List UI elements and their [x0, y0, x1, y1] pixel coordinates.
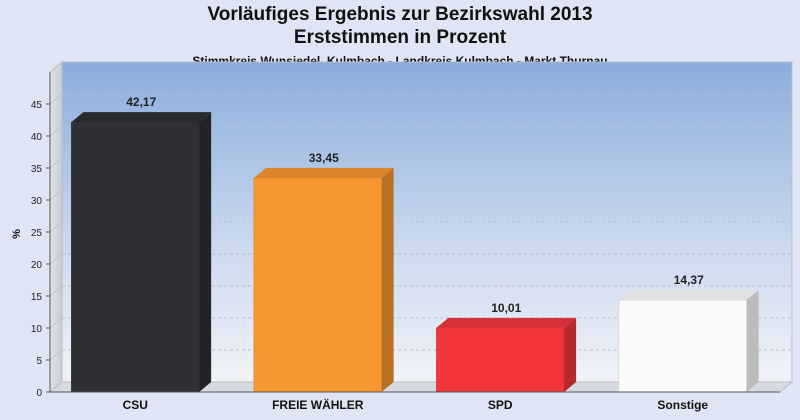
y-axis-label: % — [11, 229, 23, 239]
x-tick-label: FREIE WÄHLER — [272, 397, 364, 412]
bar-sonstige: 14,37 — [618, 273, 759, 393]
gridline-side — [49, 349, 63, 361]
gridline-side — [49, 125, 63, 137]
y-tick-label: 45 — [31, 100, 43, 111]
bar-side — [746, 290, 759, 392]
bar-freie-w-hler: 33,45 — [253, 151, 394, 393]
y-tick-label: 0 — [36, 388, 42, 399]
bar-front — [71, 121, 200, 393]
gridline-side — [49, 189, 63, 201]
gridline-side — [49, 253, 63, 265]
bar-side — [381, 167, 394, 392]
x-tick-label: CSU — [123, 398, 148, 412]
bar-top — [436, 317, 577, 328]
bar-spd: 10,01 — [436, 301, 577, 393]
x-axis: CSU FREIE WÄHLER SPD Sonstige — [50, 391, 780, 412]
data-label: 14,37 — [674, 273, 704, 287]
y-tick-label: 5 — [36, 356, 42, 367]
bar-front — [436, 327, 565, 393]
x-tick-label: Sonstige — [657, 398, 708, 412]
x-tick-label: SPD — [488, 398, 513, 412]
gridline-side — [49, 93, 63, 105]
chart-title: Vorläufiges Ergebnis zur Bezirkswahl 201… — [0, 3, 800, 49]
gridline-side — [49, 285, 63, 297]
gridline-side — [49, 317, 63, 329]
y-tick-label: 15 — [31, 292, 43, 303]
gridline-side — [49, 157, 63, 169]
y-tick-label: 30 — [31, 196, 43, 207]
data-label: 42,17 — [126, 95, 156, 109]
chart-title-line-2: Erststimmen in Prozent — [293, 27, 507, 48]
bar-front — [253, 177, 382, 393]
data-label: 33,45 — [309, 151, 339, 165]
y-tick-label: 40 — [31, 132, 43, 143]
bars: 42,17 33,45 10,01 14,37 — [71, 95, 759, 393]
bar-side — [564, 317, 577, 392]
data-label: 10,01 — [491, 301, 521, 315]
bar-side — [199, 112, 212, 392]
y-tick-label: 35 — [31, 164, 43, 175]
bar-top — [618, 290, 759, 301]
y-tick-label: 10 — [31, 324, 43, 335]
chart-title-line-1: Vorläufiges Ergebnis zur Bezirkswahl 201… — [207, 4, 593, 25]
y-tick-label: 20 — [31, 260, 43, 271]
bar-front — [618, 299, 747, 393]
bar-top — [253, 167, 394, 178]
bar-top — [71, 112, 212, 123]
gridline-side — [49, 221, 63, 233]
y-tick-label: 25 — [31, 228, 43, 239]
bar-csu: 42,17 — [71, 95, 212, 393]
y-axis: 0 5 10 15 20 25 30 35 40 45 — [31, 72, 51, 399]
